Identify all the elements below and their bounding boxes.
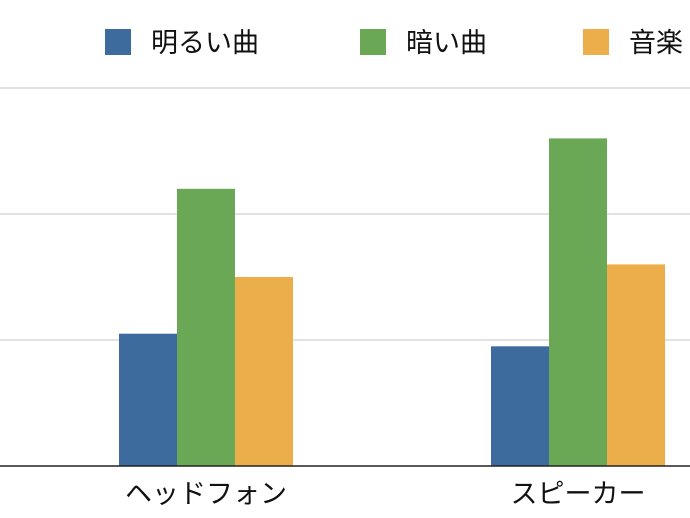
legend-label: 音楽	[629, 28, 683, 59]
legend: 明るい曲 暗い曲 音楽	[105, 28, 683, 59]
bar	[607, 264, 665, 466]
bar	[119, 333, 177, 466]
legend-swatch	[105, 29, 131, 55]
legend-swatch	[360, 29, 386, 55]
legend-swatch	[583, 29, 609, 55]
bar	[235, 277, 293, 466]
legend-label: 暗い曲	[406, 28, 487, 59]
x-tick-label: スピーカー	[511, 479, 646, 510]
legend-label: 明るい曲	[151, 28, 259, 59]
x-tick-labels: ヘッドフォン スピーカー	[125, 479, 646, 510]
bar	[491, 346, 549, 466]
x-tick-label: ヘッドフォン	[125, 479, 287, 510]
bar	[177, 188, 235, 467]
bars	[119, 138, 665, 467]
bar	[549, 138, 607, 466]
